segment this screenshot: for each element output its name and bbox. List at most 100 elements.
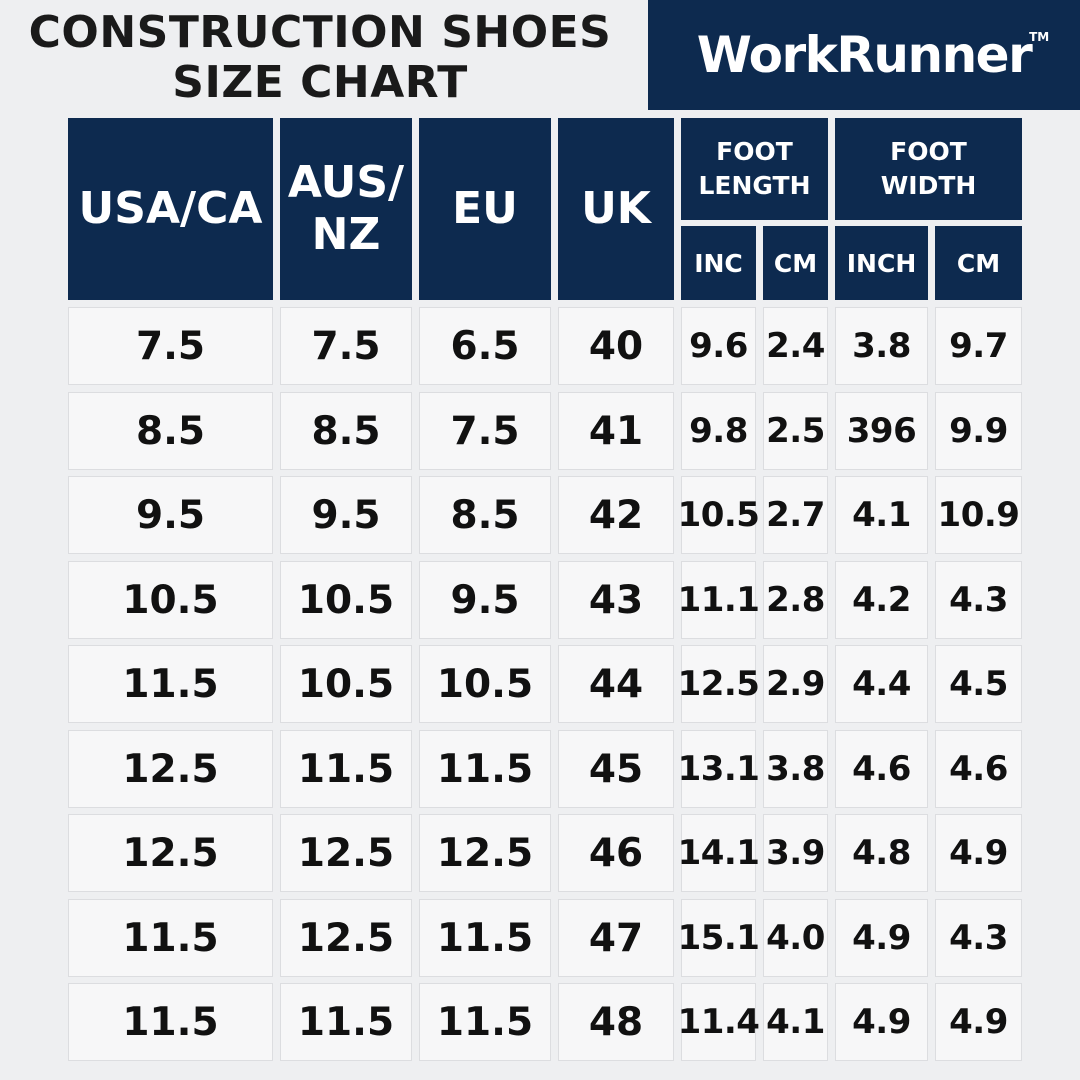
cell-width-inch: 3.8: [835, 307, 928, 385]
cell-usa-ca: 12.5: [68, 814, 273, 892]
header-aus-nz: AUS/ NZ: [280, 118, 412, 300]
cell-uk: 44: [558, 645, 674, 723]
cell-aus-nz: 11.5: [280, 730, 412, 808]
header-cm-width: CM: [935, 226, 1022, 300]
cell-uk: 43: [558, 561, 674, 639]
cell-eu: 11.5: [419, 730, 551, 808]
cell-length-cm: 2.5: [763, 392, 828, 470]
header-inch: INCH: [835, 226, 928, 300]
cell-uk: 45: [558, 730, 674, 808]
cell-length-cm: 4.1: [763, 983, 828, 1061]
cell-length-cm: 3.9: [763, 814, 828, 892]
header-aus-nz-line-1: AUS/: [287, 157, 405, 208]
brand-logo-text: WorkRunner: [696, 26, 1033, 84]
cell-aus-nz: 10.5: [280, 645, 412, 723]
cell-eu: 7.5: [419, 392, 551, 470]
cell-aus-nz: 7.5: [280, 307, 412, 385]
header-cm-length: CM: [763, 226, 828, 300]
cell-aus-nz: 12.5: [280, 899, 412, 977]
cell-length-inc: 14.1: [678, 814, 760, 892]
header-usa-ca-label: USA/CA: [78, 183, 263, 234]
header-inc: INC: [681, 226, 756, 300]
header-aus-nz-line-2: NZ: [311, 209, 381, 260]
cell-aus-nz: 11.5: [280, 983, 412, 1061]
header-inch-label: INCH: [846, 248, 917, 278]
cell-width-inch: 4.6: [835, 730, 928, 808]
trademark-mark: TM: [1029, 30, 1050, 44]
cell-width-inch: 4.9: [835, 899, 928, 977]
cell-eu: 12.5: [419, 814, 551, 892]
cell-length-inc: 11.4: [678, 983, 760, 1061]
cell-width-cm: 9.9: [935, 392, 1022, 470]
cell-aus-nz: 12.5: [280, 814, 412, 892]
cell-width-inch: 4.8: [835, 814, 928, 892]
cell-aus-nz: 9.5: [280, 476, 412, 554]
header-inc-label: INC: [694, 248, 743, 278]
cell-aus-nz: 8.5: [280, 392, 412, 470]
cell-length-cm: 3.8: [763, 730, 828, 808]
cell-width-inch: 4.2: [835, 561, 928, 639]
cell-usa-ca: 11.5: [68, 899, 273, 977]
cell-eu: 11.5: [419, 983, 551, 1061]
cell-length-inc: 12.5: [678, 645, 760, 723]
cell-length-cm: 4.0: [763, 899, 828, 977]
cell-length-cm: 2.4: [763, 307, 828, 385]
cell-aus-nz: 10.5: [280, 561, 412, 639]
page-title: CONSTRUCTION SHOES SIZE CHART: [20, 8, 620, 108]
cell-usa-ca: 11.5: [68, 645, 273, 723]
header-cm-length-label: CM: [773, 248, 818, 278]
cell-uk: 42: [558, 476, 674, 554]
cell-width-cm: 10.9: [935, 476, 1022, 554]
cell-eu: 8.5: [419, 476, 551, 554]
cell-eu: 6.5: [419, 307, 551, 385]
cell-uk: 46: [558, 814, 674, 892]
cell-uk: 47: [558, 899, 674, 977]
cell-usa-ca: 12.5: [68, 730, 273, 808]
cell-width-inch: 4.9: [835, 983, 928, 1061]
cell-width-cm: 4.5: [935, 645, 1022, 723]
cell-width-cm: 4.6: [935, 730, 1022, 808]
cell-length-cm: 2.8: [763, 561, 828, 639]
header-foot-length: FOOT LENGTH: [681, 118, 828, 220]
brand-logo-box: WorkRunner TM: [648, 0, 1080, 110]
cell-usa-ca: 10.5: [68, 561, 273, 639]
cell-length-inc: 15.1: [678, 899, 760, 977]
cell-uk: 40: [558, 307, 674, 385]
header-foot-width: FOOT WIDTH: [835, 118, 1022, 220]
cell-width-cm: 4.9: [935, 814, 1022, 892]
cell-usa-ca: 8.5: [68, 392, 273, 470]
cell-usa-ca: 9.5: [68, 476, 273, 554]
title-line-1: CONSTRUCTION SHOES: [28, 7, 612, 58]
header-eu-label: EU: [452, 183, 518, 234]
cell-uk: 48: [558, 983, 674, 1061]
cell-eu: 10.5: [419, 645, 551, 723]
cell-eu: 9.5: [419, 561, 551, 639]
cell-length-cm: 2.9: [763, 645, 828, 723]
cell-width-inch: 4.1: [835, 476, 928, 554]
header-cm-width-label: CM: [956, 248, 1001, 278]
cell-length-cm: 2.7: [763, 476, 828, 554]
cell-length-inc: 9.6: [681, 307, 756, 385]
cell-eu: 11.5: [419, 899, 551, 977]
brand-logo: WorkRunner TM: [696, 26, 1050, 84]
cell-usa-ca: 7.5: [68, 307, 273, 385]
cell-width-inch: 4.4: [835, 645, 928, 723]
header-foot-width-line-2: WIDTH: [880, 171, 977, 200]
header-foot-width-line-1: FOOT: [890, 137, 967, 166]
cell-usa-ca: 11.5: [68, 983, 273, 1061]
header-foot-length-line-1: FOOT: [716, 137, 793, 166]
cell-width-cm: 4.3: [935, 561, 1022, 639]
title-line-2: SIZE CHART: [172, 57, 468, 108]
cell-length-inc: 13.1: [678, 730, 760, 808]
cell-width-cm: 4.3: [935, 899, 1022, 977]
cell-width-cm: 9.7: [935, 307, 1022, 385]
cell-length-inc: 9.8: [681, 392, 756, 470]
header-foot-length-line-2: LENGTH: [698, 171, 811, 200]
cell-length-inc: 10.5: [678, 476, 760, 554]
cell-uk: 41: [558, 392, 674, 470]
cell-width-cm: 4.9: [935, 983, 1022, 1061]
header-usa-ca: USA/CA: [68, 118, 273, 300]
cell-width-inch: 396: [835, 392, 928, 470]
header-uk-label: UK: [581, 183, 651, 234]
header-eu: EU: [419, 118, 551, 300]
